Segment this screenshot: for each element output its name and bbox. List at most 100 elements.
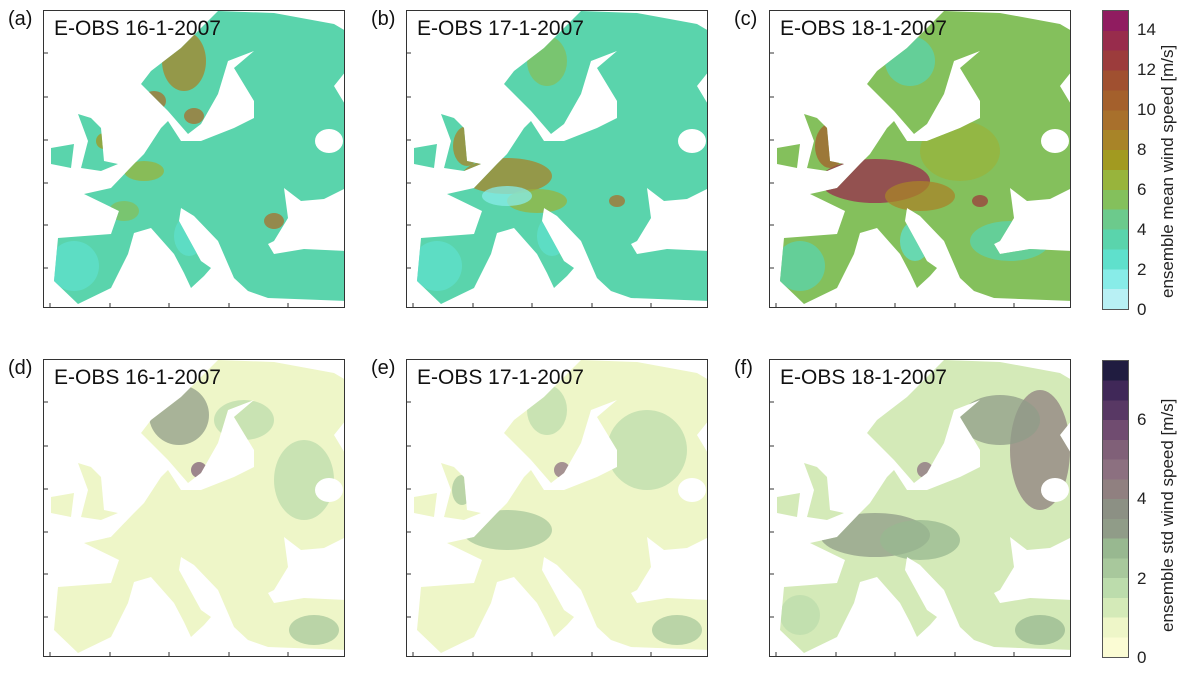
map-panel-e: E-OBS 17-1-2007 [406,359,708,657]
field-patch [109,201,139,221]
land-field [777,360,1070,653]
panel-label-f: (f) [734,357,753,379]
colorbar-tick-label: 4 [1137,220,1147,239]
colorbar-std [1102,360,1129,658]
colorbar-mean-label: ensemble mean wind speed [m/s] [1158,44,1177,298]
colorbar-mean [1102,10,1129,310]
land-field [777,11,1070,304]
colorbar-tick-label: 0 [1137,648,1147,667]
field-patch [960,395,1040,445]
colorbar-std-label: ensemble std wind speed [m/s] [1158,398,1177,632]
panel-title: E-OBS 17-1-2007 [417,366,584,389]
field-patch [264,213,284,229]
field-patch [920,121,1000,181]
map-panel-a: E-OBS 16-1-2007 [43,10,345,308]
no-data-gap [1022,201,1042,221]
colorbar-tick-label: 0 [1137,300,1147,319]
colorbar-tick-label: 4 [1137,489,1147,509]
colorbar-tick-label: 14 [1137,20,1156,39]
europe-map [770,11,1070,307]
no-data-gap [1044,556,1070,584]
field-patch [527,385,567,435]
panel-title: E-OBS 18-1-2007 [780,366,947,389]
no-data-gap [315,478,343,502]
field-patch [917,462,933,478]
field-patch [885,36,935,86]
field-patch [96,133,112,149]
no-data-gap [1022,550,1042,570]
field-patch [554,462,570,478]
no-data-gap [659,550,679,570]
panel-title: E-OBS 16-1-2007 [54,17,221,40]
field-patch [972,195,988,207]
europe-map [770,360,1070,656]
field-patch [900,221,930,261]
map-panel-b: E-OBS 17-1-2007 [406,10,708,308]
no-data-gap [318,207,344,235]
no-data-gap [681,207,707,235]
map-panel-d: E-OBS 16-1-2007 [43,359,345,657]
field-patch [184,108,204,124]
panel-title: E-OBS 16-1-2007 [54,366,221,389]
panel-label-a: (a) [8,8,33,30]
colorbar-tick-label: 8 [1137,140,1147,159]
field-patch [274,440,334,520]
field-patch [191,462,207,478]
colorbar-tick-label: 10 [1137,100,1156,119]
field-patch [462,510,552,550]
no-data-gap [1044,207,1070,235]
panel-title: E-OBS 17-1-2007 [417,17,584,40]
land-field [51,360,344,653]
land-field [414,11,707,304]
field-patch [815,124,845,168]
europe-map [44,11,344,307]
panel-label-e: (e) [371,357,396,379]
map-panel-c: E-OBS 18-1-2007 [769,10,1071,308]
field-patch [289,615,339,645]
field-patch [214,400,274,440]
colorbar-tick-label: 12 [1137,60,1156,79]
field-patch [537,216,567,256]
no-data-gap [296,201,316,221]
europe-map [44,360,344,656]
field-patch [51,241,99,291]
field-patch [414,241,462,291]
no-data-gap [315,129,343,153]
field-patch [970,221,1050,261]
field-patch [609,195,625,207]
colorbar-tick-label: 2 [1137,568,1147,588]
land-field [51,11,344,304]
no-data-gap [681,556,707,584]
map-panel-f: E-OBS 18-1-2007 [769,359,1071,657]
colorbar-tick-label: 6 [1137,180,1147,199]
no-data-gap [1041,478,1069,502]
field-patch [482,186,532,206]
field-patch [780,595,820,635]
europe-map [407,11,707,307]
colorbar-tick-label: 6 [1137,409,1147,429]
field-patch [149,385,209,445]
no-data-gap [678,478,706,502]
field-patch [142,91,166,111]
panel-label-d: (d) [8,357,33,379]
field-patch [885,181,955,211]
field-patch [880,520,960,560]
field-patch [453,126,481,166]
no-data-gap [659,201,679,221]
panel-label-b: (b) [371,8,396,30]
no-data-gap [678,129,706,153]
field-patch [174,216,204,256]
field-patch [777,241,825,291]
colorbar-tick-label: 2 [1137,260,1147,279]
field-patch [607,410,687,490]
no-data-gap [318,556,344,584]
field-patch [1015,615,1065,645]
panel-label-c: (c) [734,8,758,30]
land-field [414,360,707,653]
panel-title: E-OBS 18-1-2007 [780,17,947,40]
field-patch [652,615,702,645]
no-data-gap [1041,129,1069,153]
europe-map [407,360,707,656]
field-patch [452,475,472,505]
